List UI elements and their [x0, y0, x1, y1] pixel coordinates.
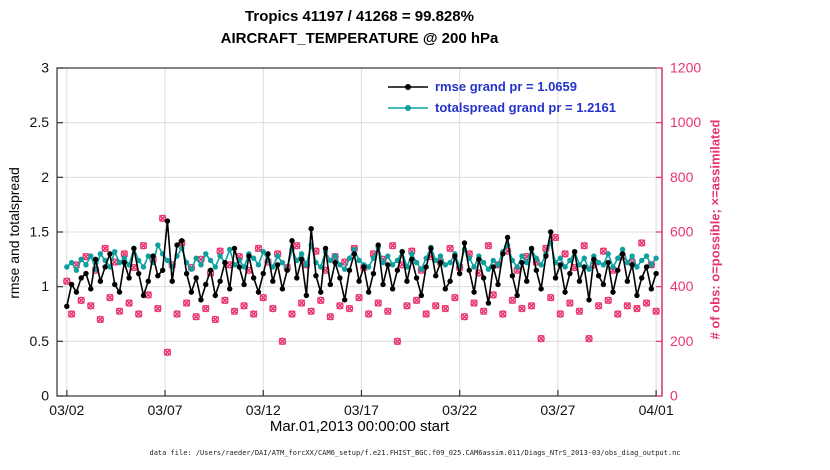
totalspread-line-sample-icon: [388, 104, 428, 111]
svg-text:1000: 1000: [670, 114, 701, 130]
svg-text:03/07: 03/07: [148, 402, 183, 418]
svg-text:3: 3: [41, 60, 49, 76]
svg-text:200: 200: [670, 333, 694, 349]
svg-text:03/27: 03/27: [540, 402, 575, 418]
legend: rmse grand pr = 1.0659 totalspread grand…: [388, 76, 616, 118]
x-axis-label: Mar.01,2013 00:00:00 start: [269, 418, 450, 435]
svg-text:0.5: 0.5: [30, 333, 50, 349]
svg-text:2.5: 2.5: [30, 114, 50, 130]
legend-label-totalspread: totalspread grand pr = 1.2161: [435, 100, 616, 115]
svg-text:600: 600: [670, 224, 694, 240]
svg-text:0: 0: [670, 388, 678, 404]
chart-title-stats: Tropics 41197 / 41268 = 99.828%: [245, 8, 474, 25]
svg-text:03/12: 03/12: [246, 402, 281, 418]
legend-label-rmse: rmse grand pr = 1.0659: [435, 79, 577, 94]
svg-text:1: 1: [41, 278, 49, 294]
data-file-caption: data file: /Users/raeder/DAI/ATM_forcXX/…: [149, 449, 681, 457]
svg-text:2: 2: [41, 169, 49, 185]
svg-text:03/02: 03/02: [49, 402, 84, 418]
legend-item-totalspread: totalspread grand pr = 1.2161: [388, 97, 616, 118]
rmse-line-sample-icon: [388, 83, 428, 90]
svg-text:1200: 1200: [670, 60, 701, 76]
svg-text:03/17: 03/17: [344, 402, 379, 418]
chart-title-variable: AIRCRAFT_TEMPERATURE @ 200 hPa: [220, 30, 499, 47]
svg-text:800: 800: [670, 169, 694, 185]
legend-item-rmse: rmse grand pr = 1.0659: [388, 76, 616, 97]
svg-text:1.5: 1.5: [30, 224, 50, 240]
svg-text:0: 0: [41, 388, 49, 404]
svg-text:04/01: 04/01: [639, 402, 674, 418]
svg-text:03/22: 03/22: [442, 402, 477, 418]
svg-text:400: 400: [670, 278, 694, 294]
